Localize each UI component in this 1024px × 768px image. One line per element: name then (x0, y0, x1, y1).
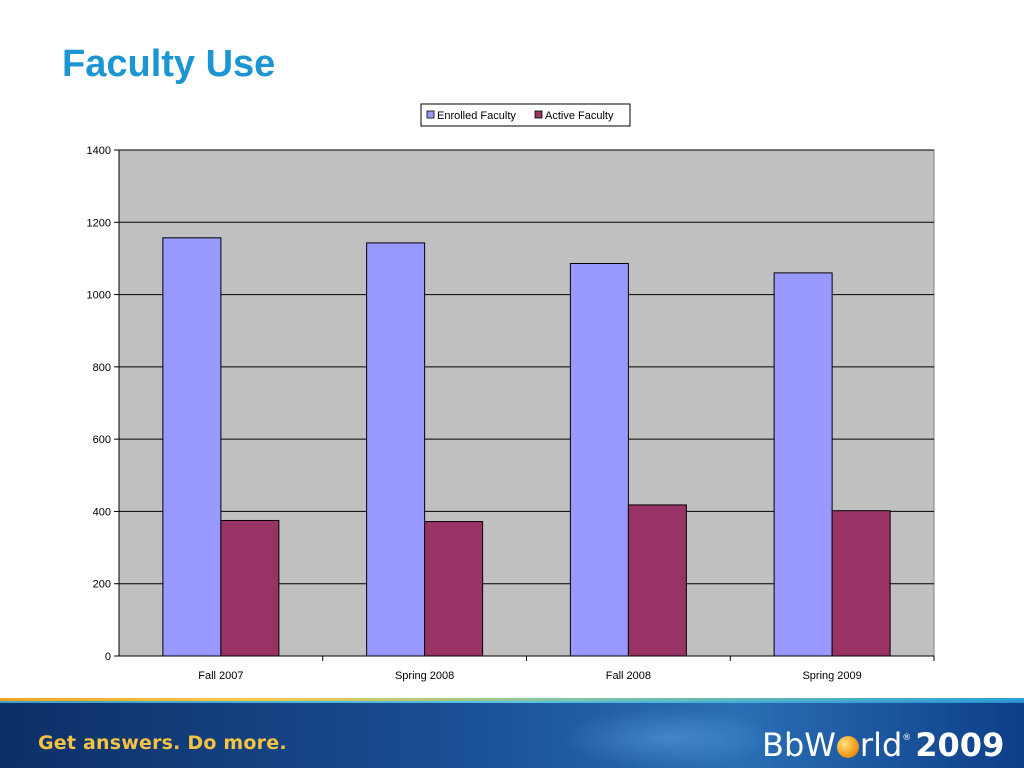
y-tick-label: 1400 (87, 145, 111, 157)
bar-enrolled (366, 242, 426, 657)
y-tick-label: 0 (105, 651, 111, 663)
logo-trademark: ® (902, 733, 912, 743)
y-tick-label: 200 (93, 579, 111, 591)
y-tick-label: 600 (93, 434, 111, 446)
footer-stripe (0, 698, 1024, 701)
legend-label: Enrolled Faculty (437, 110, 516, 122)
bar-active (220, 519, 280, 657)
bar-enrolled (569, 262, 629, 657)
x-tick-label: Fall 2007 (198, 670, 243, 682)
bar-active (424, 521, 484, 657)
globe-icon (836, 736, 859, 758)
legend-label: Active Faculty (545, 110, 614, 122)
y-tick-label: 1000 (87, 290, 111, 302)
footer-glow (560, 708, 780, 768)
y-tick-label: 1200 (87, 217, 111, 229)
y-tick-label: 800 (93, 362, 111, 374)
bar-enrolled (773, 272, 833, 657)
bar-active (831, 510, 891, 657)
footer-tagline: Get answers. Do more. (38, 732, 287, 754)
logo-text-suffix: rld (859, 726, 903, 764)
slide-title: Faculty Use (62, 43, 276, 85)
x-tick-label: Spring 2008 (395, 670, 454, 682)
x-tick-label: Spring 2009 (802, 670, 861, 682)
bbworld-logo: BbW rld® 2009 (762, 716, 1004, 764)
legend-swatch (426, 110, 435, 119)
bar-enrolled (162, 237, 222, 657)
logo-year: 2009 (915, 726, 1005, 764)
legend-swatch (534, 110, 543, 119)
x-tick-label: Fall 2008 (606, 670, 651, 682)
footer-banner: Get answers. Do more. BbW rld® 2009 (0, 698, 1024, 768)
legend (420, 103, 631, 127)
faculty-use-chart: 0 200 400 600 800 1000 1200 1400 Fall 2007 Spring… (87, 103, 935, 682)
y-tick-label: 400 (93, 506, 111, 518)
bar-active (627, 504, 687, 657)
footer-stripe-secondary (0, 701, 1024, 703)
logo-text-prefix: BbW (762, 726, 836, 764)
